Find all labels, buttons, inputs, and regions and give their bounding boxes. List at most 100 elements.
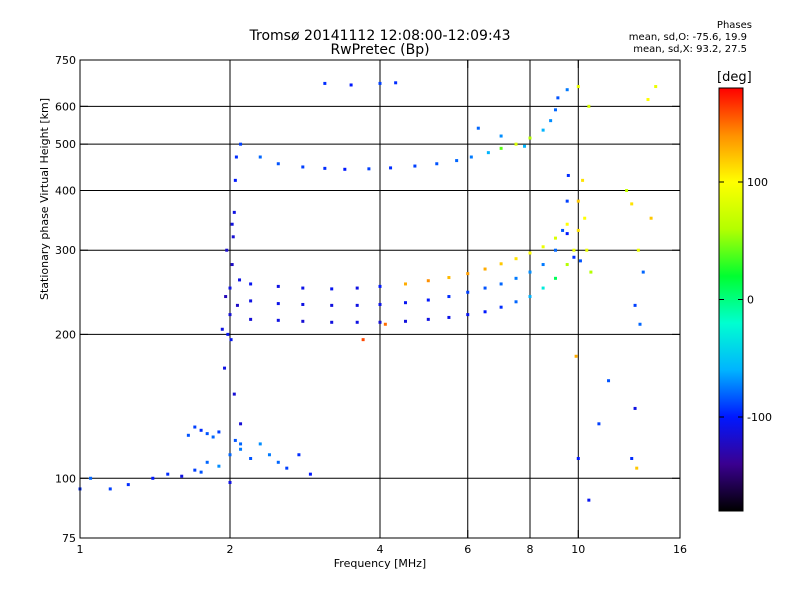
colorbar-tick-label: 0 — [747, 294, 754, 307]
data-point — [276, 302, 280, 306]
data-point — [323, 166, 327, 170]
data-point — [330, 303, 334, 307]
data-point — [576, 199, 580, 203]
y-tick-label: 600 — [55, 100, 76, 113]
data-point — [528, 270, 532, 274]
data-point — [572, 255, 576, 259]
data-point — [230, 222, 234, 226]
y-tick-label: 500 — [55, 138, 76, 151]
data-point — [447, 276, 451, 280]
data-point — [630, 202, 634, 206]
data-point — [499, 305, 503, 309]
data-point — [466, 313, 470, 317]
data-point — [585, 248, 589, 252]
data-point — [166, 472, 170, 476]
x-tick-label: 10 — [571, 543, 585, 556]
colorbar-title: [deg] — [717, 70, 752, 85]
data-point — [378, 320, 382, 324]
data-point — [625, 188, 629, 192]
data-point — [483, 310, 487, 314]
data-point — [483, 267, 487, 271]
data-point — [565, 88, 569, 92]
data-point — [565, 263, 569, 267]
data-point — [447, 295, 451, 299]
data-point — [232, 210, 236, 214]
phase-stats-x: mean, sd,X: 93.2, 27.5 — [633, 44, 747, 55]
data-point — [228, 286, 232, 290]
data-point — [447, 315, 451, 319]
data-point — [541, 128, 545, 132]
data-point — [233, 438, 237, 442]
data-point — [514, 142, 518, 146]
data-point — [576, 228, 580, 232]
data-point — [239, 447, 243, 451]
phase-stats-o: mean, sd,O: -75.6, 19.9 — [628, 32, 747, 43]
data-point — [597, 422, 601, 426]
data-point — [607, 379, 611, 383]
data-point — [223, 366, 227, 370]
data-point — [654, 85, 658, 89]
data-point — [403, 301, 407, 305]
data-point — [413, 164, 417, 168]
data-point — [638, 322, 642, 326]
data-point — [514, 276, 518, 280]
x-tick-label: 2 — [227, 543, 234, 556]
data-point — [541, 245, 545, 249]
data-point — [343, 167, 347, 171]
data-point — [581, 178, 585, 182]
data-point — [367, 167, 371, 171]
data-point — [225, 248, 229, 252]
data-point — [486, 151, 490, 155]
data-point — [228, 480, 232, 484]
data-point — [323, 81, 327, 85]
data-point — [635, 466, 639, 470]
data-point — [565, 232, 569, 236]
data-point — [383, 322, 387, 326]
y-tick-label: 200 — [55, 328, 76, 341]
y-tick-label: 750 — [55, 54, 76, 67]
data-point — [249, 456, 253, 460]
plot-frame: 1 2 4 6 8 10 16 75 100 200 300 400 500 600 750 — [55, 54, 687, 556]
data-point — [297, 453, 301, 457]
data-point — [258, 155, 262, 159]
data-point — [587, 498, 591, 502]
data-point — [228, 453, 232, 457]
data-point — [553, 248, 557, 252]
data-point — [267, 453, 271, 457]
x-tick-label: 16 — [673, 543, 687, 556]
data-point — [229, 338, 233, 342]
data-point — [228, 313, 232, 317]
data-point — [499, 146, 503, 150]
data-point — [89, 476, 93, 480]
data-point — [636, 248, 640, 252]
x-tick-label: 6 — [464, 543, 471, 556]
data-point — [285, 466, 289, 470]
data-points — [78, 81, 658, 502]
data-point — [576, 456, 580, 460]
data-point — [233, 178, 237, 182]
data-point — [561, 228, 565, 232]
data-point — [469, 155, 473, 159]
data-point — [553, 276, 557, 280]
data-point — [499, 282, 503, 286]
data-point — [572, 248, 576, 252]
data-point — [230, 263, 234, 267]
data-point — [455, 159, 459, 163]
data-point — [231, 235, 235, 239]
data-point — [239, 442, 243, 446]
data-point — [301, 302, 305, 306]
data-point — [641, 270, 645, 274]
data-point — [499, 134, 503, 138]
data-point — [205, 432, 209, 436]
data-point — [301, 319, 305, 323]
data-point — [541, 286, 545, 290]
data-point — [476, 126, 480, 130]
data-point — [435, 162, 439, 166]
data-point — [565, 222, 569, 226]
y-tick-label: 100 — [55, 472, 76, 485]
data-point — [403, 319, 407, 323]
data-point — [583, 216, 587, 220]
x-axis-label: Frequency [MHz] — [333, 557, 427, 570]
data-point — [528, 251, 532, 255]
data-point — [205, 460, 209, 464]
